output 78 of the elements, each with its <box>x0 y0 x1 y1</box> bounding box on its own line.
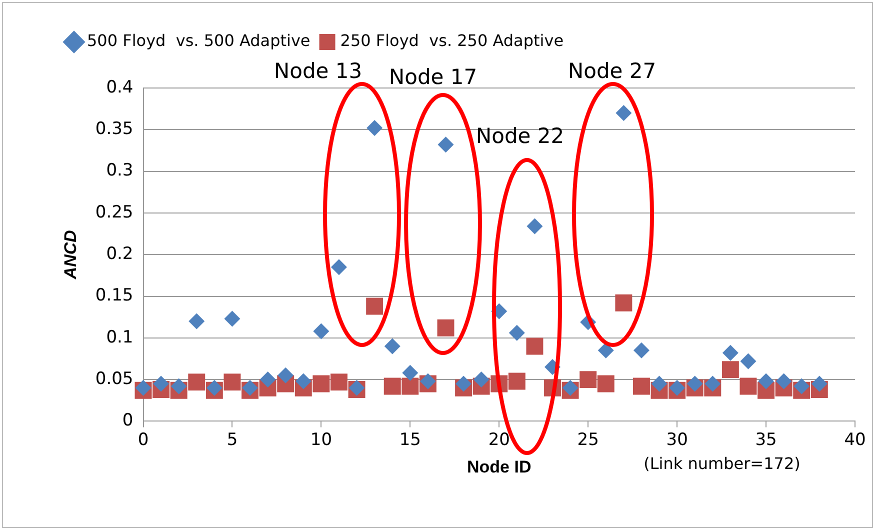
x-tick-label: 35 <box>755 430 777 450</box>
point <box>794 378 810 394</box>
y-tick-label: 0.3 <box>106 160 134 181</box>
y-tick-label: 0.4 <box>106 77 134 98</box>
point <box>508 324 525 341</box>
point <box>437 319 454 336</box>
text: (Link number=172) <box>644 454 800 473</box>
point <box>633 342 650 358</box>
point <box>313 323 330 340</box>
point <box>758 373 774 390</box>
x-tick-label: 40 <box>844 430 866 450</box>
point <box>295 373 312 390</box>
point <box>722 344 738 361</box>
point <box>456 376 472 392</box>
point <box>616 104 632 121</box>
legend-label: 500 Floyd vs. 500 Adaptive <box>87 31 310 50</box>
point <box>722 361 739 378</box>
point <box>153 376 170 392</box>
point <box>562 380 578 396</box>
y-tick-label: 0.15 <box>95 286 134 306</box>
point <box>402 378 419 395</box>
point <box>366 120 383 136</box>
point <box>615 294 632 312</box>
point <box>384 378 401 395</box>
point <box>278 367 294 384</box>
x-tick-label: 30 <box>666 430 688 450</box>
point <box>330 259 347 276</box>
point <box>632 378 650 395</box>
y-tick-label: 0.35 <box>95 119 134 140</box>
point <box>242 380 258 396</box>
point <box>224 374 241 391</box>
y-tick-label: 0.1 <box>106 327 134 348</box>
y-axis-title: ANCD <box>60 230 80 280</box>
point <box>740 353 756 370</box>
annotation: Node 17 <box>388 65 478 89</box>
point <box>260 372 276 388</box>
y-tick-label: 0.2 <box>106 244 134 264</box>
point <box>402 364 418 381</box>
point <box>526 218 543 234</box>
point <box>438 136 454 153</box>
x-tick-label: 10 <box>310 430 332 450</box>
point <box>508 372 526 390</box>
y-tick-label: 0.05 <box>95 368 134 389</box>
point <box>740 378 757 395</box>
annotation: Node 22 <box>476 124 564 148</box>
point <box>580 371 597 388</box>
point <box>224 310 240 327</box>
point <box>597 375 614 392</box>
y-tick-label: 0 <box>122 410 134 431</box>
x-tick-label: 5 <box>226 430 238 450</box>
point <box>188 313 205 330</box>
x-tick-label: 0 <box>138 430 149 450</box>
point <box>188 374 206 391</box>
point <box>330 374 348 391</box>
point <box>669 380 686 396</box>
legend-label: 250 Floyd vs. 250 Adaptive <box>340 31 564 50</box>
point <box>651 376 668 392</box>
point <box>704 376 721 392</box>
point <box>811 376 828 392</box>
point <box>206 380 222 396</box>
point <box>686 376 703 392</box>
point <box>312 375 330 392</box>
text: Node 27 <box>568 59 656 83</box>
point <box>526 338 544 355</box>
point <box>384 338 400 354</box>
text: Node 13 <box>274 59 362 83</box>
point <box>170 378 187 394</box>
x-axis-title: Node ID <box>467 457 532 476</box>
point <box>598 342 614 358</box>
x-tick-label: 15 <box>399 430 421 450</box>
point <box>135 380 152 396</box>
x-tick-label: 20 <box>488 430 510 450</box>
y-tick-label: 0.25 <box>95 202 134 222</box>
point <box>473 372 490 388</box>
point <box>420 373 436 390</box>
x-tick-label: 25 <box>577 430 599 450</box>
point <box>776 373 792 390</box>
point <box>366 298 384 315</box>
